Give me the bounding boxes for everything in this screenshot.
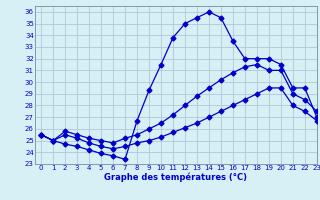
X-axis label: Graphe des températures (°C): Graphe des températures (°C) xyxy=(105,173,247,182)
